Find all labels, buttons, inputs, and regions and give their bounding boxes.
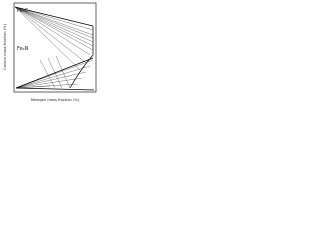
- region-label: Fe₄N: [17, 46, 29, 52]
- region-label: Fe₃C: [17, 8, 29, 14]
- tie-lines: [14, 6, 94, 89]
- diagram: Fe₃C Fe₄N Nitrogen mass fraction (%) Car…: [3, 2, 97, 102]
- phase-boundaries: [14, 6, 95, 91]
- y-axis-label: Carbon mass fraction (%): [3, 23, 7, 69]
- page: {"diagram": {"x_axis_label": "Nitrogen m…: [0, 0, 100, 105]
- x-axis-label: Nitrogen mass fraction (%): [31, 98, 80, 102]
- plot-frame: [13, 2, 97, 93]
